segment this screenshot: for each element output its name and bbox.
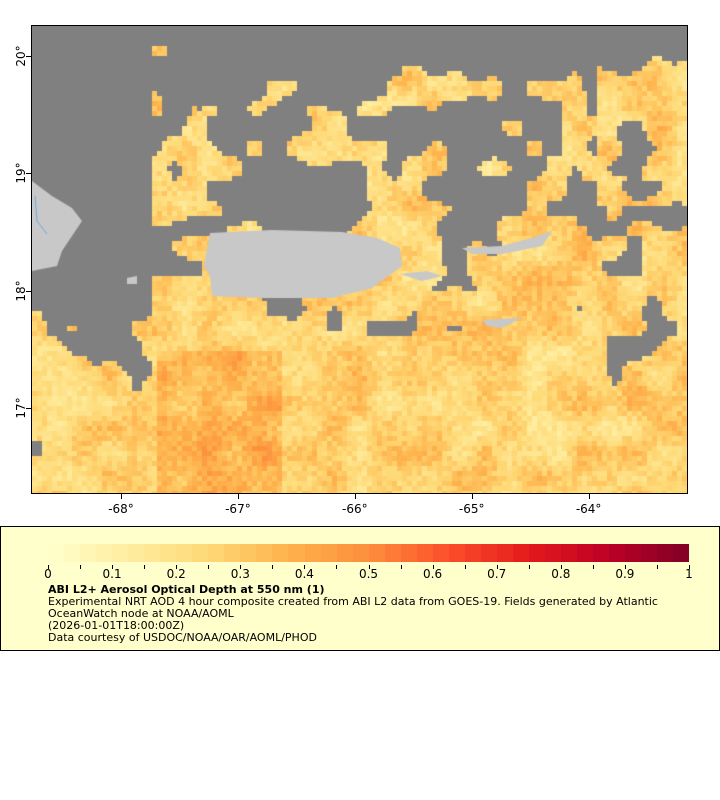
colorbar-tick: [592, 565, 594, 569]
colorbar-swatch: [144, 544, 161, 562]
colorbar-label: 0.9: [615, 567, 635, 581]
colorbar-swatch: [128, 544, 145, 562]
colorbar-swatch: [160, 544, 177, 562]
colorbar-swatch: [224, 544, 241, 562]
colorbar-swatch: [416, 544, 433, 562]
colorbar-swatch: [96, 544, 113, 562]
colorbar-swatch: [400, 544, 417, 562]
colorbar: [48, 544, 690, 562]
legend-time: (2026-01-01T18:00:00Z): [48, 619, 185, 632]
colorbar-swatch: [320, 544, 337, 562]
lat-tick-label: 18°: [14, 280, 28, 302]
lon-tick-label: -64°: [575, 502, 602, 516]
colorbar-tick: [656, 565, 658, 569]
colorbar-swatch: [464, 544, 481, 562]
colorbar-swatch: [352, 544, 369, 562]
colorbar-tick: [336, 565, 338, 569]
colorbar-swatch: [240, 544, 257, 562]
colorbar-tick: [208, 565, 210, 569]
colorbar-swatch: [673, 544, 690, 562]
colorbar-swatch: [208, 544, 225, 562]
aod-map-canvas: [32, 26, 687, 493]
lon-tick: [354, 494, 356, 499]
colorbar-tick: [368, 565, 370, 569]
lat-tick: [26, 290, 31, 292]
legend-credit: Data courtesy of USDOC/NOAA/OAR/AOML/PHO…: [48, 631, 317, 644]
lat-tick: [26, 55, 31, 57]
colorbar-label: 0.5: [358, 567, 379, 581]
lat-tick: [26, 408, 31, 410]
colorbar-swatch: [336, 544, 353, 562]
lon-tick-label: -65°: [458, 502, 485, 516]
lat-tick-label: 19°: [14, 162, 28, 184]
colorbar-label: 0.4: [294, 567, 314, 581]
colorbar-swatch: [48, 544, 65, 562]
colorbar-swatch: [384, 544, 401, 562]
colorbar-swatch: [593, 544, 610, 562]
lon-tick: [121, 494, 123, 499]
colorbar-tick: [496, 565, 498, 569]
lon-tick: [588, 494, 590, 499]
colorbar-label: 0: [44, 567, 52, 581]
colorbar-tick: [689, 565, 690, 569]
colorbar-swatch: [448, 544, 465, 562]
colorbar-tick: [176, 565, 178, 569]
colorbar-swatch: [192, 544, 209, 562]
colorbar-swatch: [625, 544, 642, 562]
legend-title: ABI L2+ Aerosol Optical Depth at 550 nm …: [48, 583, 325, 596]
colorbar-tick: [624, 565, 626, 569]
colorbar-swatch: [657, 544, 674, 562]
lon-tick: [237, 494, 239, 499]
colorbar-tick: [400, 565, 402, 569]
colorbar-label: 1: [685, 567, 693, 581]
colorbar-swatch: [304, 544, 321, 562]
lat-tick-label: 20°: [14, 44, 28, 67]
colorbar-swatch: [544, 544, 561, 562]
colorbar-tick: [144, 565, 146, 569]
lon-tick-label: -66°: [342, 502, 368, 516]
colorbar-swatch: [528, 544, 545, 562]
colorbar-swatch: [480, 544, 497, 562]
colorbar-swatch: [609, 544, 626, 562]
colorbar-swatch: [80, 544, 97, 562]
lon-tick-label: -67°: [225, 502, 251, 516]
colorbar-label: 0.3: [230, 567, 250, 581]
colorbar-tick: [240, 565, 242, 569]
colorbar-tick: [528, 565, 530, 569]
colorbar-tick: [432, 565, 434, 569]
lat-tick-label: 17°: [14, 397, 28, 419]
colorbar-swatch: [288, 544, 305, 562]
colorbar-swatch: [512, 544, 529, 562]
colorbar-tick: [80, 565, 82, 569]
colorbar-tick: [48, 565, 49, 569]
colorbar-swatch: [496, 544, 513, 562]
colorbar-swatch: [368, 544, 385, 562]
lat-tick: [26, 173, 31, 175]
colorbar-swatch: [272, 544, 289, 562]
colorbar-swatch: [577, 544, 594, 562]
legend-description: Experimental NRT AOD 4 hour composite cr…: [48, 595, 658, 620]
colorbar-label: 0.2: [166, 567, 186, 581]
colorbar-swatch: [112, 544, 129, 562]
colorbar-swatch: [432, 544, 449, 562]
lon-tick: [471, 494, 473, 499]
colorbar-swatch: [176, 544, 193, 562]
aod-map: [31, 25, 688, 494]
colorbar-tick: [464, 565, 466, 569]
colorbar-tick: [560, 565, 562, 569]
colorbar-swatch: [641, 544, 658, 562]
colorbar-tick: [272, 565, 274, 569]
colorbar-swatch: [64, 544, 81, 562]
colorbar-tick: [112, 565, 114, 569]
legend-panel: 0 0.1 0.2 0.3 0.4 0.5 0.6 0.7 0.8 0.9 1 ABI L2+ Ae…: [0, 526, 720, 651]
colorbar-label: 0.6: [423, 567, 443, 581]
colorbar-swatch: [256, 544, 273, 562]
colorbar-label: 0.7: [487, 567, 507, 581]
lon-tick-label: -68°: [108, 502, 134, 516]
colorbar-tick: [304, 565, 306, 569]
colorbar-label: 0.8: [551, 567, 571, 581]
colorbar-label: 0.1: [102, 567, 122, 581]
colorbar-swatch: [561, 544, 578, 562]
